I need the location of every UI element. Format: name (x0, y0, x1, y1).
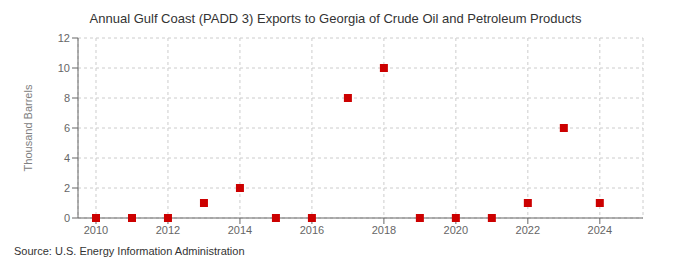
svg-text:8: 8 (64, 92, 70, 104)
svg-text:0: 0 (64, 212, 70, 224)
svg-text:2022: 2022 (516, 224, 540, 236)
html-text:Annual Gulf Coast (PADD 3) Exp: Annual Gulf Coast (PADD 3) Exports to Ge… (89, 11, 582, 26)
svg-text:2020: 2020 (444, 224, 468, 236)
html-text:Source: U.S. Energy Informatio: Source: U.S. Energy Information Administ… (14, 245, 245, 257)
svg-text:2010: 2010 (84, 224, 108, 236)
svg-text:12: 12 (58, 32, 70, 44)
svg-text:6: 6 (64, 122, 70, 134)
svg-text:2012: 2012 (156, 224, 180, 236)
svg-text:2: 2 (64, 182, 70, 194)
svg-text:10: 10 (58, 62, 70, 74)
svg-text:4: 4 (64, 152, 70, 164)
svg-text:2016: 2016 (300, 224, 324, 236)
svg-text:2024: 2024 (588, 224, 612, 236)
svg-text:2014: 2014 (228, 224, 252, 236)
svg-text:Thousand Barrels: Thousand Barrels (22, 84, 34, 171)
svg-text:2018: 2018 (372, 224, 396, 236)
